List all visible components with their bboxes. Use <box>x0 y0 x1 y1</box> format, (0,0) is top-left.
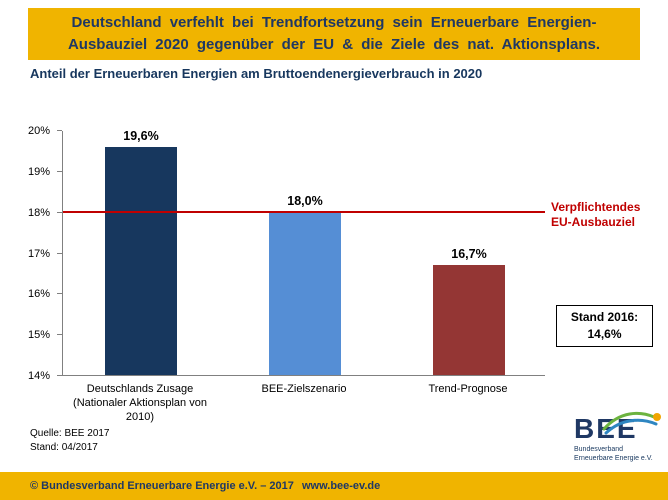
bar-column-deutschlands-zusage: 19,6% <box>105 129 177 375</box>
y-tick-label: 16% <box>27 288 50 301</box>
y-tick-label: 17% <box>27 247 50 260</box>
headline-line2: Ausbauziel 2020 gegenüber der EU & die Z… <box>67 36 601 53</box>
eu-target-label: Verpflichtendes EU-Ausbauziel <box>551 200 640 230</box>
x-category-label-trend-prognose: Trend-Prognose <box>428 383 508 395</box>
bar-deutschlands-zusage <box>105 147 177 375</box>
y-tick-mark <box>57 252 62 254</box>
footer-bar: © Bundesverband Erneuerbare Energie e.V.… <box>0 472 668 500</box>
logo-subline1: Bundesverband <box>574 446 624 453</box>
footer-website: www.bee-ev.de <box>302 480 381 492</box>
bee-logo-swoosh-icon <box>602 411 661 435</box>
logo-subline2: Erneuerbare Energie e.V. <box>574 455 653 462</box>
y-tick-label: 18% <box>27 206 50 219</box>
x-category-label-bee-zielszenario: BEE-Zielszenario <box>261 383 347 395</box>
chart-title: Anteil der Erneuerbaren Energien am Brut… <box>30 66 483 81</box>
stand-2016-annotation: Stand 2016: 14,6% <box>556 305 653 347</box>
footer-copyright: © Bundesverband Erneuerbare Energie e.V.… <box>30 480 294 492</box>
y-tick-mark <box>57 130 62 131</box>
y-tick-mark <box>57 211 62 213</box>
y-tick-label: 15% <box>27 329 50 342</box>
eu-target-label-line2: EU-Ausbauziel <box>551 215 636 229</box>
source-line: Quelle: BEE 2017 <box>30 428 110 439</box>
bar-value-label-bee-zielszenario: 18,0% <box>287 194 323 209</box>
headline-banner: Deutschland verfehlt bei Trendfortsetzun… <box>28 8 640 60</box>
bar-bee-zielszenario <box>269 212 341 375</box>
y-axis: 14% 15% 16% 17% 18% 19% 20% <box>0 125 62 382</box>
bee-logo: BEE Bundesverband Erneuerbare Energie e.… <box>574 411 666 463</box>
bar-value-label-deutschlands-zusage: 19,6% <box>123 129 159 144</box>
stand-annotation-line1: Stand 2016: <box>570 310 639 324</box>
eu-target-line <box>63 211 545 214</box>
y-tick-label: 19% <box>27 165 50 178</box>
stand-annotation-line2: 14,6% <box>587 327 622 341</box>
x-category-label-deutschlands-zusage: Deutschlands Zusage (Nationaler Aktionsp… <box>73 383 207 423</box>
y-tick-mark <box>57 170 62 172</box>
eu-target-label-line1: Verpflichtendes <box>551 200 641 214</box>
bar-column-bee-zielszenario: 18,0% <box>269 131 341 375</box>
y-tick-label: 20% <box>27 125 50 137</box>
bee-logo-row: BEE <box>574 411 666 444</box>
bar-value-label-trend-prognose: 16,7% <box>451 247 487 262</box>
source-note: Quelle: BEE 2017 Stand: 04/2017 <box>30 427 110 455</box>
y-tick-mark <box>57 375 62 376</box>
plot-area: 19,6% 18,0% 16,7% <box>62 129 545 376</box>
y-tick-label: 14% <box>27 370 50 382</box>
bar-column-trend-prognose: 16,7% <box>433 131 505 375</box>
headline-line1: Deutschland verfehlt bei Trendfortsetzun… <box>71 14 597 31</box>
bar-trend-prognose <box>433 265 505 375</box>
y-tick-mark <box>57 293 62 295</box>
source-stand-line: Stand: 04/2017 <box>30 442 98 453</box>
bee-logo-subtext: Bundesverband Erneuerbare Energie e.V. <box>574 445 666 463</box>
y-tick-mark <box>57 334 62 336</box>
